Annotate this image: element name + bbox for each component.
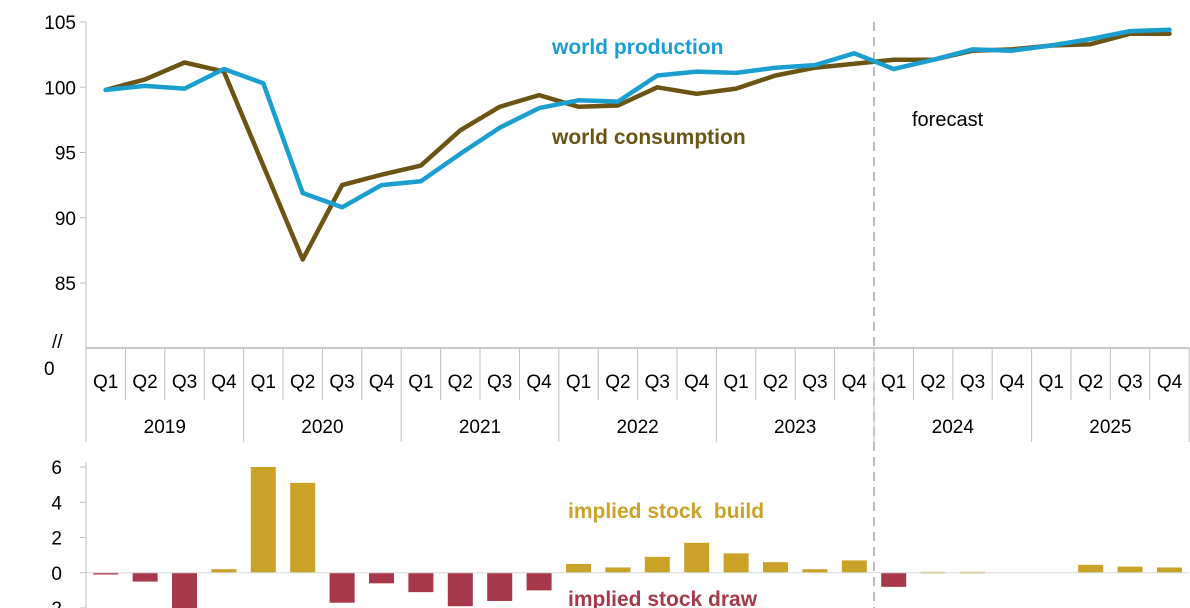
stock-draw-bar [881,572,907,587]
bar-y-tick-label: 2 [51,529,62,550]
quarter-label: Q1 [881,372,906,393]
line-y-tick-label: 100 [44,78,76,99]
stock-build-bar [1078,564,1104,573]
quarter-label: Q3 [329,372,354,393]
quarter-label: Q1 [1039,372,1064,393]
quarter-label: Q2 [605,372,630,393]
stock-build-bar [841,560,867,573]
year-label: 2025 [1089,417,1131,438]
year-label: 2021 [459,417,501,438]
stock-build-bar [1157,567,1182,573]
stock-draw-bar [132,572,158,582]
stock-draw-bar [329,572,355,603]
stock-draw-bar [93,572,119,575]
quarter-label: Q4 [684,372,710,393]
bar-y-axis-ticks: -2 0 2 4 6 [45,458,86,608]
stock-build-bar [605,567,631,573]
year-label: 2022 [616,417,658,438]
year-label: 2019 [144,417,186,438]
stock-build-bar [684,542,710,573]
quarter-label: Q4 [999,372,1025,393]
production-consumption-panel: 85 90 95 100 105 // 0 world production world… [44,13,1172,608]
quarter-label: Q3 [645,372,670,393]
implied-stock-draw-label: implied stock draw [568,588,758,608]
category-axis: Q1 Q2 Q3 Q4 Q1 Q2 Q3 Q4 Q1 Q2 Q3 Q4 Q1 Q2 Q3 Q4 Q1 Q2 Q3 Q4… [85,347,1190,442]
forecast-label: forecast [912,109,984,131]
series-line-world-production [103,27,1172,210]
quarter-label: Q4 [211,372,237,393]
quarter-label: Q3 [172,372,197,393]
quarter-label: Q1 [566,372,591,393]
stock-build-bar [250,467,276,573]
stock-draw-bar [369,572,394,584]
world-production-label: world production [551,36,723,59]
stock-build-bar [1117,566,1143,573]
world-consumption-label: world consumption [551,126,746,149]
quarter-label: Q3 [487,372,512,393]
line-y-axis-ticks: 85 90 95 100 105 [44,13,86,295]
stock-build-bar [566,563,591,573]
bar-y-tick-label: 4 [51,493,62,514]
line-y-tick-label: 95 [55,144,76,165]
year-label: 2023 [774,417,816,438]
quarter-label: Q4 [842,372,868,393]
quarter-label: Q2 [920,372,945,393]
bar-y-tick-label: 6 [51,458,62,479]
stock-build-bar [763,562,788,573]
quarter-label: Q1 [723,372,748,393]
quarter-label: Q4 [526,372,552,393]
quarter-label: Q3 [1117,372,1142,393]
quarter-label: Q2 [132,372,157,393]
bars-group [93,467,1182,608]
stock-draw-bar [487,572,513,601]
line-series-group [103,27,1172,262]
stock-build-bar [802,569,828,573]
quarter-label: Q2 [448,372,473,393]
quarter-label: Q2 [290,372,315,393]
line-y-tick-label: 85 [55,274,76,295]
stock-draw-bar [408,572,434,593]
year-label: 2024 [932,417,975,438]
quarter-label: Q2 [763,372,788,393]
line-y-tick-label: 90 [55,209,76,230]
year-label: 2020 [301,417,343,438]
quarter-label: Q4 [369,372,395,393]
bar-y-tick-label: -2 [45,599,62,608]
line-y-tick-label: 105 [44,13,76,34]
stock-build-bar [644,556,670,573]
axis-break-label: // [52,332,63,353]
quarter-label: Q1 [408,372,433,393]
quarter-label: Q4 [1157,372,1183,393]
quarter-label: Q1 [93,372,118,393]
quarter-label: Q3 [802,372,827,393]
bar-y-tick-label: 0 [51,564,62,585]
stock-draw-bar [526,572,552,591]
stock-draw-bar [447,572,473,607]
implied-stock-panel: -2 0 2 4 6 implied stock build implied stock… [45,458,1190,608]
axis-zero-label: 0 [44,359,55,380]
stock-build-bar [290,482,316,573]
quarter-label: Q1 [251,372,276,393]
stock-build-bar [723,553,749,573]
stock-draw-bar [172,572,197,608]
quarter-label: Q2 [1078,372,1103,393]
quarter-label: Q3 [960,372,985,393]
implied-stock-build-label: implied stock build [568,500,764,523]
stock-build-bar [211,569,237,573]
